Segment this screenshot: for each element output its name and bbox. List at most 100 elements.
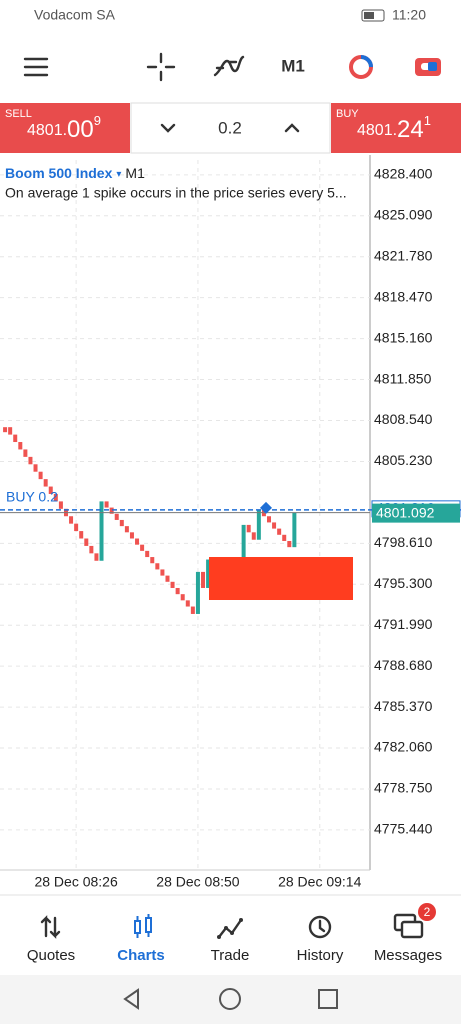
- y-tick-label: 4828.400: [374, 166, 433, 182]
- candle: [145, 550, 150, 558]
- candle: [282, 534, 287, 541]
- candle: [292, 512, 297, 548]
- candle: [18, 442, 23, 450]
- clock: 11:20: [392, 7, 426, 23]
- candle: [129, 532, 134, 539]
- y-tick-label: 4825.090: [374, 206, 433, 222]
- nav-item[interactable]: Trade: [211, 947, 250, 964]
- candle: [175, 587, 180, 595]
- candle: [23, 449, 28, 457]
- sell-price-sup: 9: [94, 113, 101, 128]
- y-tick-label: 4778.750: [374, 780, 433, 796]
- candle: [287, 540, 292, 548]
- carrier: Vodacom SA: [34, 7, 116, 23]
- lot-increase[interactable]: [284, 123, 300, 133]
- nav-item[interactable]: Quotes: [27, 947, 75, 964]
- zone-object: [209, 557, 353, 600]
- candle: [195, 571, 200, 614]
- candle: [155, 563, 160, 570]
- candle: [165, 575, 170, 582]
- buy-price: 4801.241: [357, 113, 431, 143]
- candle: [53, 493, 58, 502]
- objects-button[interactable]: [349, 55, 373, 79]
- sell-button[interactable]: [0, 103, 130, 153]
- candle: [48, 486, 53, 494]
- buy-order-marker: [260, 501, 272, 514]
- chart-header: Boom 500 Index ▾ M1: [5, 165, 145, 181]
- y-tick-label: 4811.850: [374, 370, 432, 386]
- nav-item[interactable]: Messages: [374, 947, 442, 964]
- candle: [43, 479, 48, 487]
- candle: [185, 600, 190, 607]
- buy-price-main: 4801.: [357, 122, 397, 139]
- buy-label: BUY: [336, 108, 359, 120]
- chart-timeframe: M1: [125, 165, 145, 181]
- indicators-button[interactable]: [213, 55, 245, 77]
- y-tick-label: 4808.540: [374, 411, 433, 427]
- lot-decrease[interactable]: [160, 123, 176, 133]
- candle: [251, 532, 256, 540]
- badge-count: 2: [424, 905, 431, 919]
- y-tick-label: 4795.300: [374, 575, 433, 591]
- bid-price: 4801.092: [376, 504, 435, 520]
- system-nav: [0, 975, 461, 1024]
- candle: [33, 464, 38, 472]
- candle: [135, 538, 140, 545]
- buy-price-sup: 1: [424, 113, 431, 128]
- candle: [266, 516, 271, 523]
- candle: [272, 522, 277, 529]
- candle: [119, 519, 124, 527]
- trade-button[interactable]: [415, 58, 441, 76]
- candle: [180, 594, 185, 601]
- back-button[interactable]: [123, 988, 139, 1010]
- candle: [74, 523, 79, 532]
- nav-item[interactable]: History: [297, 947, 344, 964]
- bid-price-box: [372, 503, 460, 523]
- candle: [79, 531, 84, 539]
- candle: [84, 538, 89, 546]
- candle: [246, 524, 251, 533]
- sell-price-big: 00: [67, 116, 94, 143]
- y-tick-label: 4785.370: [374, 698, 433, 714]
- y-tick-label: 4782.060: [374, 739, 433, 755]
- x-tick-label: 28 Dec 09:14: [278, 874, 361, 890]
- candle: [89, 545, 94, 554]
- x-tick-label: 28 Dec 08:50: [156, 874, 239, 890]
- buy-order-label: BUY 0.2: [6, 489, 58, 505]
- candle: [261, 510, 266, 517]
- candle: [160, 569, 165, 576]
- symbol: Boom 500 Index: [5, 165, 113, 181]
- y-tick-label: 4805.230: [374, 452, 433, 468]
- quotes-icon: [40, 915, 61, 939]
- candle: [69, 516, 74, 524]
- history-icon: [308, 915, 332, 939]
- candle: [38, 471, 43, 480]
- candle: [140, 544, 145, 551]
- home-button[interactable]: [219, 988, 241, 1010]
- candle: [124, 526, 129, 533]
- candle: [109, 507, 114, 514]
- candle: [99, 501, 104, 561]
- y-tick-label: 4798.610: [374, 534, 433, 550]
- menu-button[interactable]: [23, 57, 49, 77]
- crosshair-button[interactable]: [146, 52, 176, 82]
- candle: [28, 456, 33, 465]
- sell-label: SELL: [5, 108, 32, 120]
- recent-button[interactable]: [318, 989, 338, 1009]
- lot-value[interactable]: 0.2: [218, 118, 242, 137]
- candle: [150, 557, 155, 564]
- candle: [201, 571, 206, 588]
- x-tick-label: 28 Dec 08:26: [34, 874, 117, 890]
- candle: [114, 513, 119, 520]
- timeframe-button[interactable]: M1: [281, 56, 305, 75]
- buy-button[interactable]: [331, 103, 461, 153]
- badge: [418, 903, 436, 921]
- sell-price: 4801.009: [27, 113, 101, 143]
- y-tick-label: 4821.780: [374, 247, 433, 263]
- y-tick-label: 4815.160: [374, 329, 433, 345]
- candle: [277, 528, 282, 535]
- candle: [190, 606, 195, 614]
- candle: [94, 553, 99, 561]
- nav-item[interactable]: Charts: [117, 947, 165, 964]
